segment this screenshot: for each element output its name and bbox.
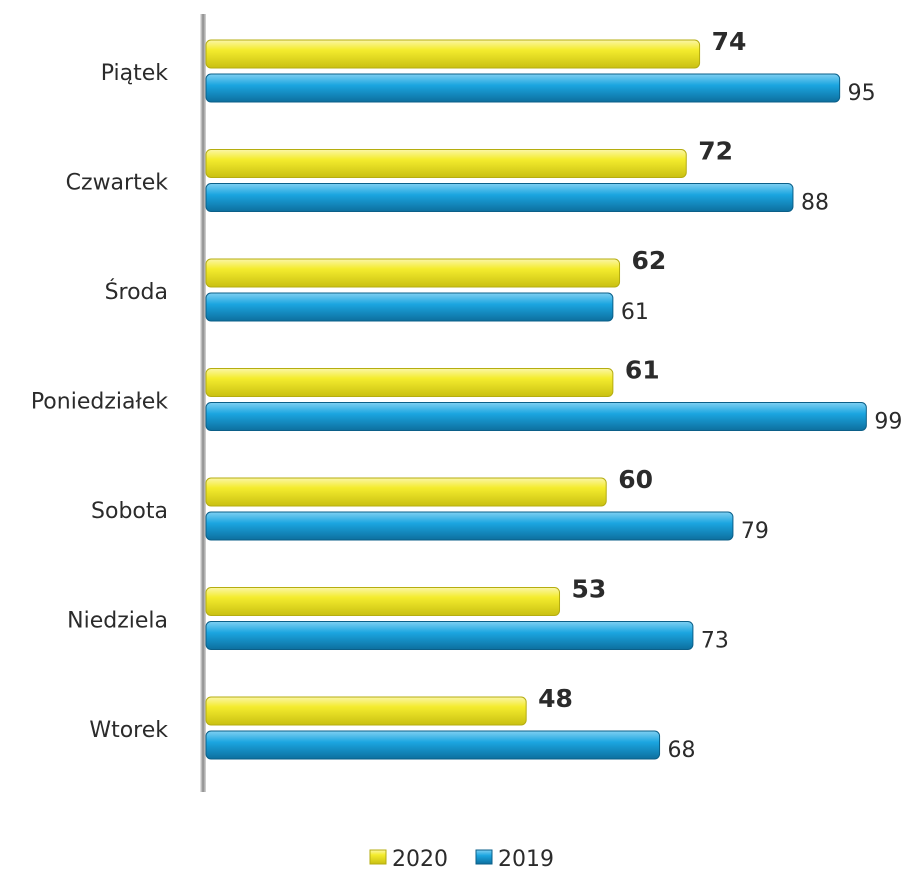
legend-label-2019: 2019	[498, 847, 554, 870]
bar-2019	[205, 621, 694, 650]
bar-2020	[205, 587, 561, 616]
bar-2020	[205, 39, 701, 69]
bar-2019	[205, 511, 734, 541]
category-label: Wtorek	[89, 718, 168, 743]
value-label-2020: 74	[712, 27, 747, 56]
bar-2019	[205, 730, 661, 760]
value-label-2020: 72	[698, 137, 733, 166]
category-label: Piątek	[101, 61, 169, 86]
bar-2020	[205, 149, 687, 178]
value-label-2019: 73	[701, 629, 729, 654]
value-label-2020: 48	[538, 684, 573, 713]
value-label-2019: 88	[801, 191, 829, 216]
bar-2019	[205, 73, 841, 103]
category-label: Czwartek	[66, 171, 169, 196]
bar-2020	[205, 258, 621, 288]
bar-2019	[205, 402, 867, 431]
bar-2020	[205, 368, 614, 397]
value-label-2020: 61	[625, 356, 660, 385]
legend: 2020 2019	[369, 847, 554, 870]
value-label-2019: 79	[741, 519, 769, 544]
value-label-2020: 60	[618, 465, 653, 494]
legend-swatch-2019	[475, 849, 493, 865]
bar-2020	[205, 696, 527, 726]
bar-2019	[205, 183, 794, 212]
value-label-2019: 68	[668, 738, 696, 763]
category-label: Poniedziałek	[31, 390, 168, 415]
legend-label-2020: 2020	[392, 847, 448, 870]
labels-layer: Piątek 74 95 Czwartek 72 88 Środa 62 61 Poniedzia…	[31, 27, 903, 763]
value-label-2019: 99	[874, 410, 902, 435]
value-label-2019: 61	[621, 300, 649, 325]
axis-line	[200, 14, 206, 792]
category-label: Niedziela	[67, 609, 168, 634]
category-label: Sobota	[91, 499, 168, 524]
legend-swatch-2020	[369, 849, 387, 865]
bar-2020	[205, 477, 607, 507]
category-label: Środa	[105, 279, 168, 305]
value-label-2019: 95	[848, 81, 876, 106]
bars-layer	[205, 39, 867, 760]
value-label-2020: 62	[632, 246, 667, 275]
value-label-2020: 53	[572, 575, 607, 604]
bar-2019	[205, 292, 614, 322]
